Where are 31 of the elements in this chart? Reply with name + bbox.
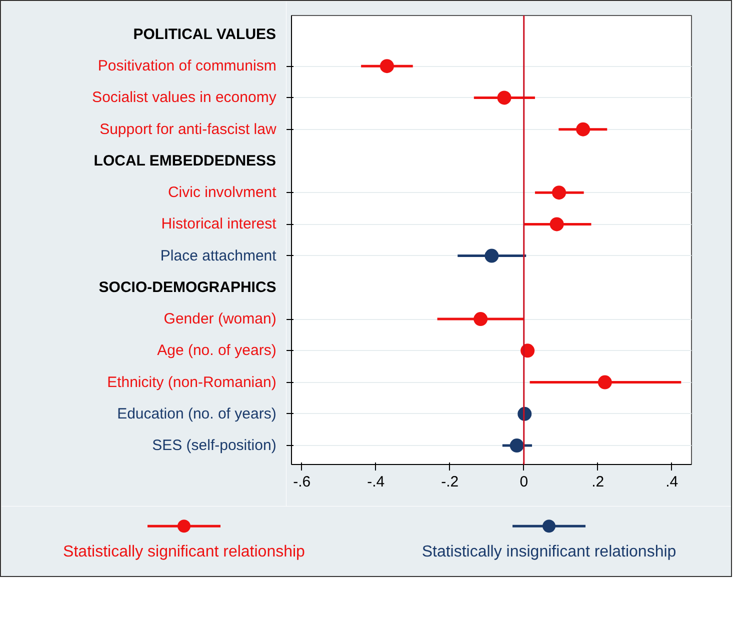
y-tick-label: Civic involvment <box>168 184 278 202</box>
y-tick-label: Support for anti-fascist law <box>100 120 276 138</box>
y-tick-label: SOCIO-DEMOGRAPHICS <box>98 278 276 296</box>
point <box>598 375 612 390</box>
legend-label: Statistically insignificant relationship <box>422 544 676 560</box>
y-tick-label: Positivation of communism <box>98 58 276 75</box>
point <box>576 122 590 136</box>
point <box>550 217 564 232</box>
y-tick-label: POLITICAL VALUES <box>133 26 276 43</box>
y-tick-label: Ethnicity (non-Romanian) <box>107 374 276 391</box>
x-tick-label: .2 <box>592 474 604 490</box>
legend-label: Statistically significant relationship <box>63 544 306 560</box>
x-tick-label: 0 <box>520 474 528 490</box>
y-tick-label: Age (no. of years) <box>157 342 276 360</box>
x-tick-label: -.4 <box>367 474 385 490</box>
y-tick-label: Socialist values in economy <box>92 89 277 106</box>
x-tick-label: -.2 <box>441 474 459 490</box>
point <box>474 312 488 326</box>
point <box>552 186 566 200</box>
point <box>510 438 524 453</box>
x-tick-label: .4 <box>666 474 678 490</box>
y-tick-label: Historical interest <box>161 216 278 233</box>
y-tick-label: SES (self-position) <box>152 437 276 454</box>
x-tick-label: -.6 <box>293 474 311 490</box>
point <box>484 248 499 263</box>
y-tick-label: Gender (woman) <box>164 310 276 328</box>
y-tick-label: LOCAL EMBEDDEDNESS <box>94 152 276 170</box>
point <box>497 90 512 105</box>
y-tick-label: Place attachment <box>160 247 278 264</box>
point <box>380 59 394 74</box>
y-tick-label: Education (no. of years) <box>117 405 276 422</box>
